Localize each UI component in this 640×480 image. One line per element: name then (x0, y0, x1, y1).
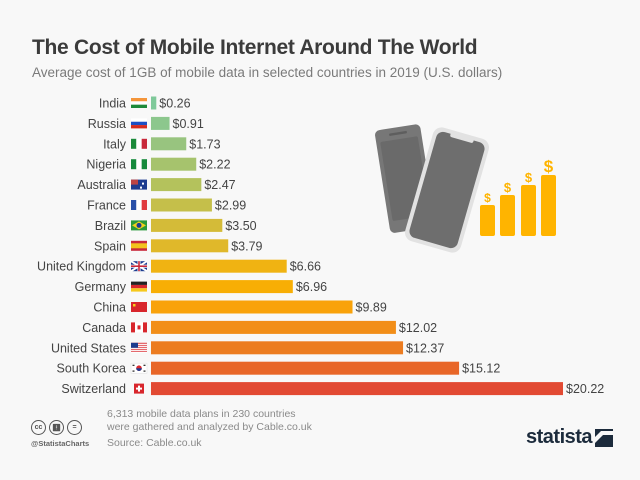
bar-row: Russia $0.91 (88, 116, 204, 131)
value-label: $12.37 (406, 341, 444, 355)
bar (151, 300, 353, 314)
category-label: United States (51, 341, 126, 355)
bar-row: United States $12.37 (51, 341, 444, 355)
bar (151, 178, 202, 192)
bar (151, 320, 396, 334)
bar-row: Australia $2.47 (77, 178, 236, 192)
switzerland-flag (134, 383, 144, 394)
category-label: South Korea (57, 362, 127, 376)
uk-flag (130, 260, 148, 273)
value-label: $2.47 (204, 178, 235, 192)
category-label: Nigeria (86, 158, 126, 172)
value-label: $12.02 (399, 321, 437, 335)
usa-flag (131, 342, 147, 353)
bar (151, 198, 212, 212)
methodology-note: 6,313 mobile data plans in 230 countries… (107, 408, 312, 434)
bar (151, 218, 223, 232)
svg-text:$: $ (504, 180, 512, 195)
bar-row: Switzerland $20.22 (61, 382, 604, 396)
phones-and-money-illustration: $ $ $ $ (375, 124, 556, 253)
smartphone-icon (404, 127, 490, 253)
svg-text:$: $ (544, 157, 554, 176)
license-icons: cc 🚹︎ = (31, 420, 82, 435)
note-line-1: 6,313 mobile data plans in 230 countries (107, 408, 296, 420)
italy-flag (131, 138, 147, 149)
category-label: Russia (88, 117, 126, 131)
category-label: Australia (77, 178, 126, 192)
value-label: $9.89 (356, 301, 387, 315)
creative-commons-icon: cc (31, 420, 46, 435)
brazil-flag (131, 220, 147, 231)
category-label: Canada (82, 321, 126, 335)
bar-row: Italy $1.73 (103, 137, 221, 151)
bar (151, 382, 563, 396)
bar-row: India $0.26 (99, 96, 191, 111)
category-label: France (87, 199, 126, 213)
value-label: $6.66 (290, 260, 321, 274)
value-label: $0.26 (159, 97, 190, 111)
logo-text: statista (526, 426, 593, 448)
category-label: Brazil (95, 219, 126, 233)
twitter-handle: @StatistaCharts (31, 439, 90, 448)
nigeria-flag (131, 159, 147, 170)
svg-text:$: $ (525, 170, 533, 185)
australia-flag (131, 179, 147, 190)
bar-row: Spain $3.79 (94, 239, 263, 253)
value-label: $0.91 (173, 117, 204, 131)
bar-row: France $2.99 (87, 198, 246, 213)
bar-row: Germany $6.96 (75, 280, 327, 294)
bar-row: South Korea $15.12 (57, 361, 500, 376)
bar-row: Canada $12.02 (82, 320, 437, 335)
category-label: United Kingdom (37, 260, 126, 274)
money-growth-icon: $ $ $ $ (480, 157, 556, 236)
value-label: $20.22 (566, 382, 604, 396)
note-line-2: were gathered and analyzed by Cable.co.u… (107, 421, 312, 433)
bar (151, 361, 460, 375)
attribution-icon: 🚹︎ (49, 420, 64, 435)
chart-subtitle: Average cost of 1GB of mobile data in se… (32, 65, 503, 80)
bar-row: United Kingdom $6.66 (37, 259, 321, 274)
bar (151, 137, 187, 151)
value-label: $2.22 (199, 158, 230, 172)
canada-flag (131, 322, 147, 333)
value-label: $15.12 (462, 362, 500, 376)
bar (151, 259, 287, 273)
value-label: $2.99 (215, 199, 246, 213)
bar (151, 280, 293, 294)
india-flag (131, 98, 147, 108)
germany-flag (131, 281, 147, 292)
china-flag (131, 302, 147, 312)
statista-logo-icon (595, 428, 614, 447)
france-flag (131, 200, 147, 210)
statista-logo[interactable]: statista (526, 426, 614, 449)
chart-title: The Cost of Mobile Internet Around The W… (32, 36, 478, 59)
spain-flag (131, 240, 147, 251)
no-derivatives-icon: = (67, 420, 82, 435)
value-label: $3.50 (225, 219, 256, 233)
category-label: China (93, 301, 126, 315)
bar-row: Brazil $3.50 (95, 218, 257, 233)
bar (151, 96, 157, 110)
south-korea-flag (130, 362, 148, 374)
bar-row: Nigeria $2.22 (86, 157, 231, 172)
category-label: Spain (94, 239, 126, 253)
category-label: Italy (103, 137, 127, 151)
category-label: India (99, 97, 126, 111)
value-label: $6.96 (296, 280, 327, 294)
value-label: $1.73 (189, 137, 220, 151)
bar (151, 239, 229, 253)
category-label: Switzerland (61, 382, 126, 396)
bar (151, 157, 197, 171)
value-label: $3.79 (231, 239, 262, 253)
russia-flag (131, 118, 147, 129)
bar (151, 341, 404, 355)
bar-row: China $9.89 (93, 300, 387, 315)
category-label: Germany (75, 280, 127, 294)
source-note: Source: Cable.co.uk (107, 437, 202, 449)
bar (151, 116, 170, 130)
svg-text:$: $ (484, 191, 491, 205)
